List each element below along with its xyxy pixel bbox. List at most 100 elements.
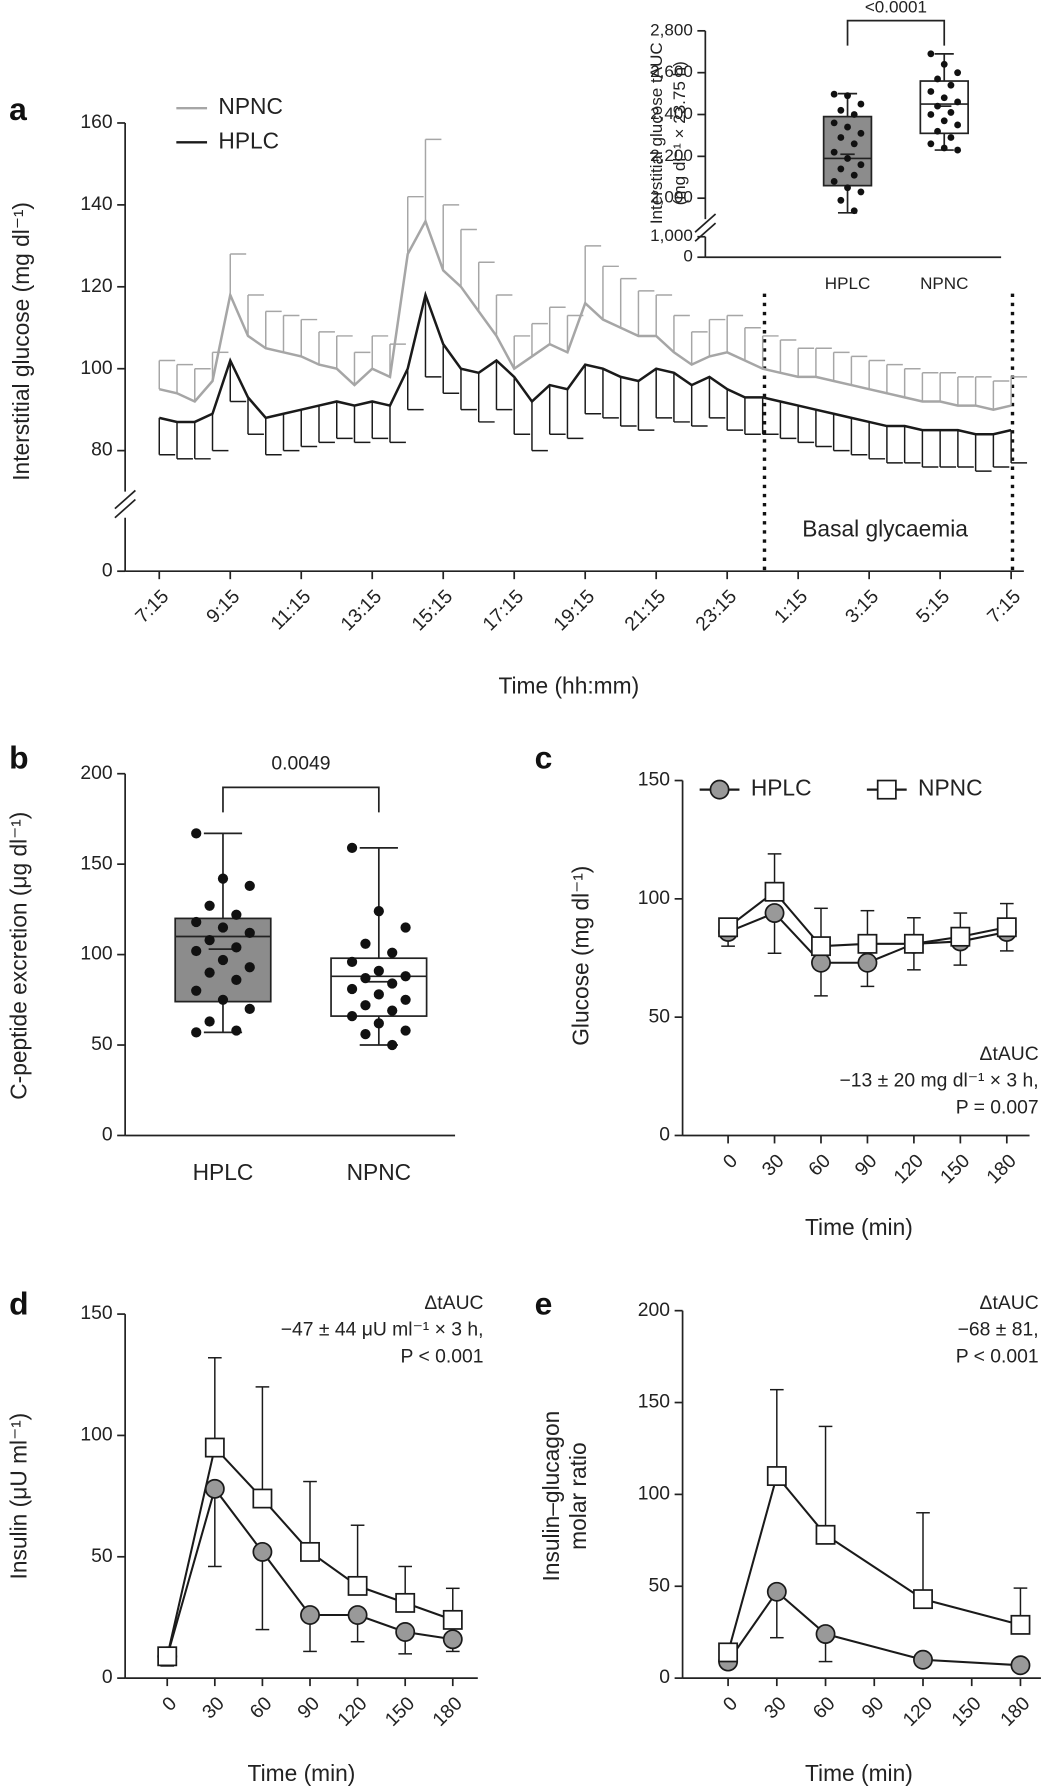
data-point <box>204 1437 225 1458</box>
data-point <box>373 906 384 917</box>
x-tick-label: 11:15 <box>267 586 315 634</box>
data-point <box>811 952 831 973</box>
y-axis-label: Glucose (mg dl⁻¹) <box>567 866 593 1046</box>
y-tick-label: 1,000 <box>650 226 693 245</box>
y-tick-label: 2,400 <box>650 104 693 123</box>
series-line <box>158 290 1012 436</box>
x-tick-label: 180 <box>429 1693 467 1731</box>
x-tick-label: NPNC <box>920 274 968 293</box>
y-tick-label: 150 <box>638 770 670 791</box>
data-point <box>837 165 845 173</box>
y-tick-label: 0 <box>102 560 113 581</box>
data-point <box>400 971 411 982</box>
x-tick-label: 17:15 <box>479 586 528 635</box>
x-tick-label: 13:15 <box>337 586 386 635</box>
annotation: P < 0.001 <box>401 1346 484 1367</box>
data-point <box>954 121 962 129</box>
data-point <box>947 109 955 116</box>
significance-label: <0.0001 <box>865 0 927 17</box>
panel-letter: a <box>9 91 27 127</box>
x-axis-label: Time (min) <box>805 1214 913 1240</box>
x-tick-label: 150 <box>948 1693 986 1731</box>
data-point <box>347 1575 368 1596</box>
data-point <box>913 1649 933 1670</box>
data-point <box>815 1624 836 1644</box>
data-point <box>764 903 785 923</box>
x-tick-label: 0 <box>720 1151 742 1173</box>
data-point <box>346 983 358 995</box>
data-point <box>217 954 229 966</box>
data-point <box>940 144 948 152</box>
x-tick-label: 21:15 <box>621 586 670 635</box>
y-tick-label: 100 <box>638 1484 670 1505</box>
data-point <box>830 119 838 127</box>
data-point <box>844 92 851 100</box>
x-tick-label: HPLC <box>193 1159 254 1185</box>
data-point <box>844 155 851 162</box>
data-point <box>857 100 865 108</box>
data-point <box>850 111 858 118</box>
y-tick-label: 200 <box>638 1300 670 1321</box>
x-tick-label: 30 <box>199 1693 229 1723</box>
y-tick-label: 100 <box>80 358 112 379</box>
x-tick-label: 0 <box>159 1693 181 1715</box>
annotation: ΔtAUC <box>424 1293 483 1314</box>
x-tick-label: 120 <box>334 1693 372 1731</box>
y-tick-label: 0 <box>659 1667 670 1688</box>
x-tick-label: 23:15 <box>692 586 741 635</box>
data-point <box>244 962 255 973</box>
y-tick-label: 50 <box>91 1546 113 1567</box>
data-point <box>857 933 878 954</box>
data-point <box>231 909 242 920</box>
x-tick-label: 0 <box>720 1693 742 1715</box>
x-axis-label: Time (min) <box>248 1760 356 1786</box>
data-point <box>217 873 229 884</box>
data-point <box>300 1605 320 1625</box>
legend-marker <box>876 779 897 800</box>
data-point <box>766 1581 787 1602</box>
x-tick-label: 120 <box>890 1151 928 1189</box>
data-point <box>204 1478 225 1499</box>
data-point <box>857 952 878 973</box>
data-point <box>764 881 785 902</box>
legend-label: NPNC <box>218 93 282 119</box>
data-point <box>373 1018 384 1029</box>
data-point <box>442 1629 463 1650</box>
data-point <box>830 148 838 156</box>
axis-break <box>114 489 136 510</box>
axis-break <box>114 498 136 519</box>
data-point <box>766 1466 787 1486</box>
data-point <box>954 98 962 106</box>
axis-break <box>694 222 717 242</box>
data-point <box>360 938 371 949</box>
data-point <box>913 1589 933 1610</box>
data-point <box>204 1016 215 1027</box>
y-axis-label: (mg dl⁻¹ × 23.75 h) <box>670 61 689 205</box>
data-point <box>837 106 845 114</box>
x-tick-label: 15:15 <box>408 586 457 635</box>
data-point <box>191 985 202 996</box>
y-axis-label: Interstitial glucose tAUC <box>647 42 666 224</box>
y-tick-label: 0 <box>102 1125 113 1146</box>
data-point <box>934 127 941 135</box>
series-line <box>727 1473 1021 1653</box>
y-tick-label: 2,200 <box>650 146 693 165</box>
significance-bracket <box>222 786 380 813</box>
data-point <box>395 1592 416 1613</box>
annotation: ΔtAUC <box>980 1044 1039 1065</box>
data-point <box>387 1039 398 1051</box>
annotation: −68 ± 81, <box>958 1320 1039 1341</box>
data-point <box>373 965 384 976</box>
data-point <box>830 178 838 185</box>
data-point <box>927 50 935 58</box>
y-tick-label: 50 <box>649 1006 671 1027</box>
x-tick-label: 3:15 <box>842 586 883 627</box>
data-point <box>830 90 838 98</box>
data-point <box>850 207 858 215</box>
data-point <box>950 926 971 947</box>
series-line <box>158 218 1012 411</box>
data-point <box>204 900 215 911</box>
data-point <box>850 171 858 179</box>
data-point <box>1010 1614 1031 1635</box>
